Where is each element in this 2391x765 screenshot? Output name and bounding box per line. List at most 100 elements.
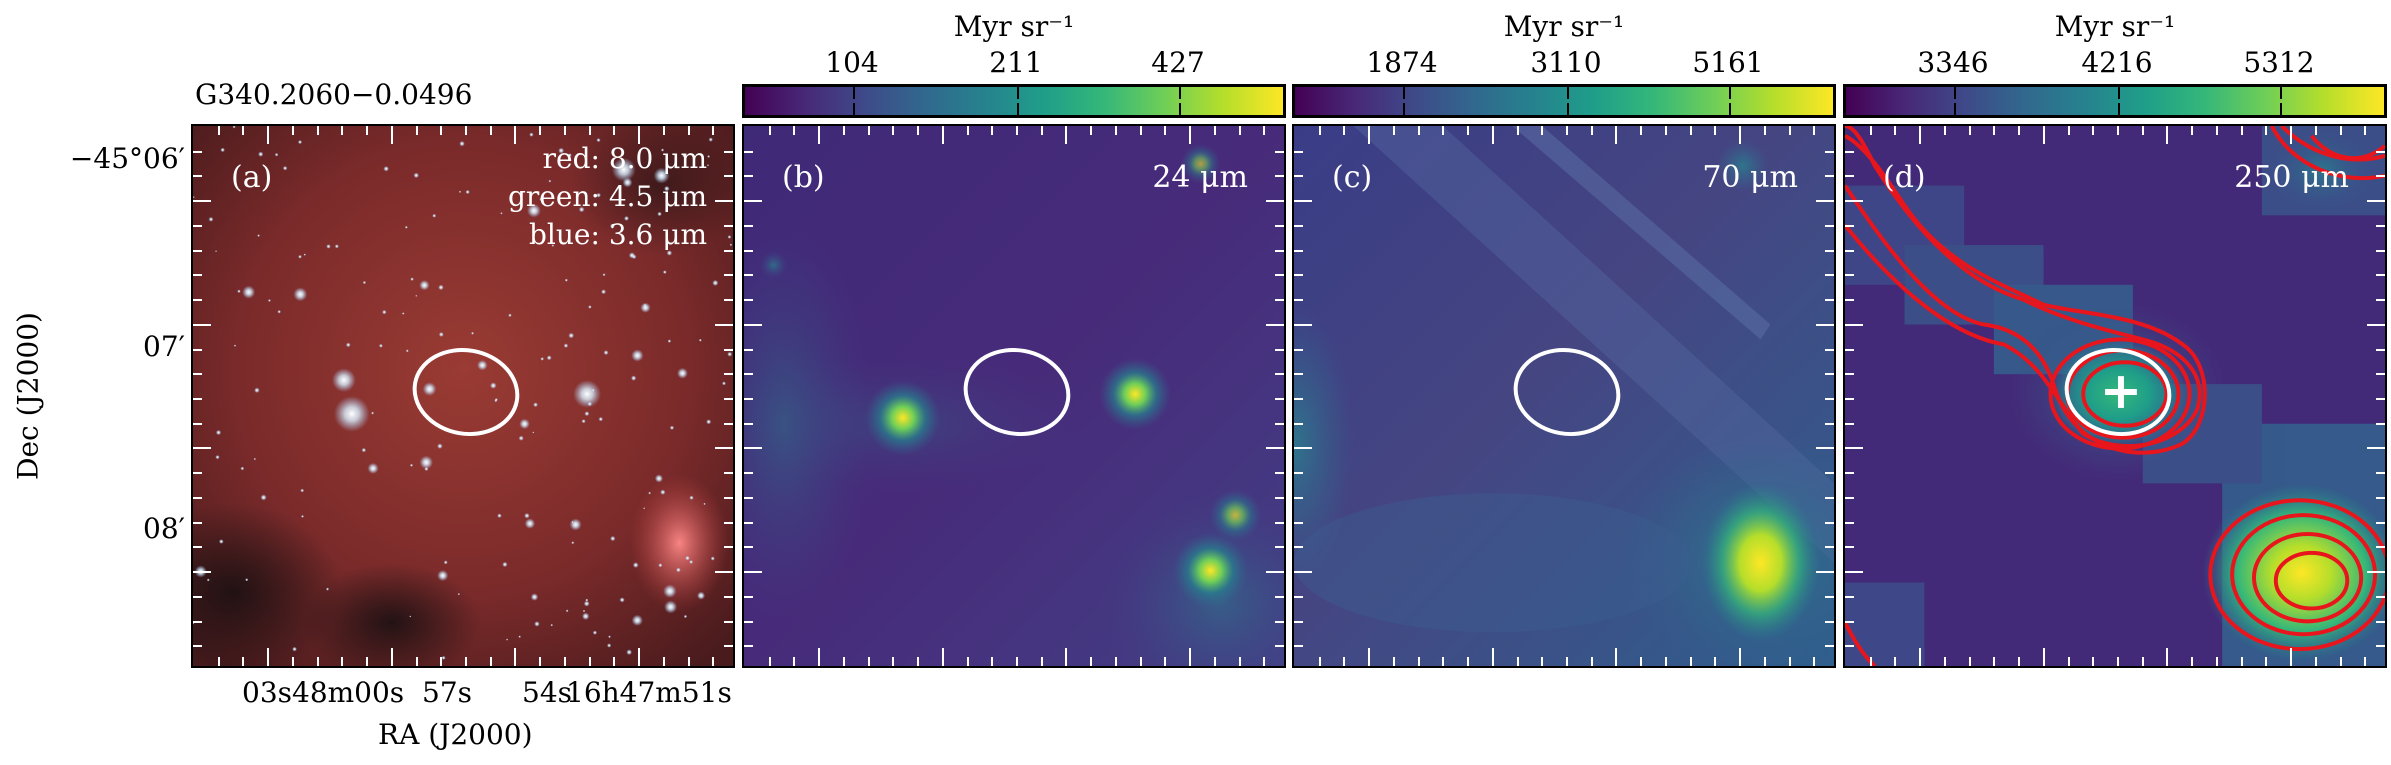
- star: [502, 561, 508, 568]
- colorbar-tick: 3346: [1917, 46, 1989, 79]
- contours: [1845, 126, 2385, 666]
- star: [258, 151, 264, 157]
- star: [608, 635, 611, 639]
- star: [582, 609, 586, 613]
- source-name: G340.2060−0.0496: [195, 78, 473, 111]
- star: [361, 447, 367, 453]
- star: [208, 216, 214, 222]
- star: [409, 615, 412, 618]
- colorbar-tick: 211: [989, 46, 1043, 79]
- star: [660, 148, 665, 152]
- star: [712, 279, 719, 287]
- star: [193, 196, 195, 199]
- star: [441, 655, 446, 660]
- star: [606, 643, 612, 648]
- star: [410, 277, 414, 281]
- star: [240, 466, 245, 471]
- peak-cross-marker: [2105, 376, 2137, 408]
- star: [551, 244, 555, 247]
- star: [533, 402, 538, 408]
- star: [382, 309, 387, 315]
- star: [437, 570, 449, 582]
- star: [610, 535, 616, 542]
- star: [494, 397, 498, 402]
- star: [518, 435, 524, 441]
- panel-label: (b): [782, 160, 825, 195]
- star: [664, 185, 670, 192]
- star: [206, 578, 210, 582]
- star: [422, 382, 437, 396]
- star: [706, 164, 710, 167]
- star: [405, 349, 409, 353]
- star: [677, 367, 688, 379]
- star: [666, 250, 673, 256]
- star: [619, 597, 625, 603]
- star: [215, 250, 218, 253]
- star: [628, 252, 636, 259]
- panel-c-70um-image: (c) 70 μm: [1292, 124, 1836, 668]
- colorbar-tick: 104: [825, 46, 879, 79]
- star: [584, 411, 590, 417]
- star: [568, 332, 575, 339]
- colorbar-250um: [1843, 84, 2387, 118]
- colorbar-title: Myr sr⁻¹: [1503, 10, 1625, 43]
- star: [242, 285, 256, 299]
- star: [443, 560, 448, 565]
- y-tick-label: −45°06′: [69, 142, 185, 175]
- star: [232, 126, 236, 129]
- star: [631, 614, 643, 626]
- wavelength-label: 70 μm: [1702, 160, 1798, 195]
- star: [409, 463, 414, 467]
- star: [707, 154, 711, 158]
- panel-a-rgb-image: red: 8.0 μm green: 4.5 μm blue: 3.6 μm (…: [191, 124, 735, 668]
- star: [601, 289, 607, 295]
- star: [401, 312, 405, 315]
- y-axis-label: Dec (J2000): [11, 312, 45, 480]
- star: [602, 273, 606, 277]
- star: [669, 425, 675, 430]
- panel-label: (a): [231, 160, 273, 195]
- star: [500, 212, 503, 215]
- star: [260, 494, 267, 501]
- panel-label: (c): [1332, 160, 1373, 195]
- star: [325, 587, 330, 591]
- 250um-image: [1845, 126, 2385, 666]
- x-tick-label: 16h47m51s: [566, 676, 732, 709]
- star: [603, 350, 609, 356]
- star: [729, 243, 733, 247]
- star: [626, 649, 633, 656]
- star: [643, 507, 646, 510]
- star: [568, 153, 572, 157]
- star: [581, 612, 590, 621]
- star: [477, 359, 488, 371]
- star: [685, 555, 690, 561]
- star: [415, 294, 418, 297]
- star: [471, 331, 475, 335]
- star: [300, 488, 305, 493]
- star: [546, 355, 552, 361]
- star: [367, 462, 379, 474]
- star: [274, 152, 279, 157]
- colorbar-tick: 4216: [2081, 46, 2153, 79]
- colorbar-title: Myr sr⁻¹: [2054, 10, 2176, 43]
- star: [253, 457, 257, 461]
- star: [727, 351, 733, 357]
- star: [220, 147, 225, 153]
- star: [563, 343, 569, 348]
- star: [708, 137, 713, 142]
- star: [683, 614, 688, 619]
- rgb-legend: red: 8.0 μm green: 4.5 μm blue: 3.6 μm: [508, 140, 707, 254]
- aperture-ellipse: [1513, 348, 1621, 437]
- star: [540, 357, 544, 361]
- star: [459, 140, 465, 147]
- star: [710, 556, 715, 561]
- x-tick-label: 57s: [422, 676, 472, 709]
- star: [237, 289, 241, 294]
- star: [658, 563, 663, 568]
- star: [457, 592, 461, 596]
- aperture-ellipse: [412, 348, 520, 437]
- star: [293, 287, 308, 302]
- star: [564, 278, 568, 282]
- star: [301, 514, 304, 518]
- 70um-image: [1294, 126, 1834, 666]
